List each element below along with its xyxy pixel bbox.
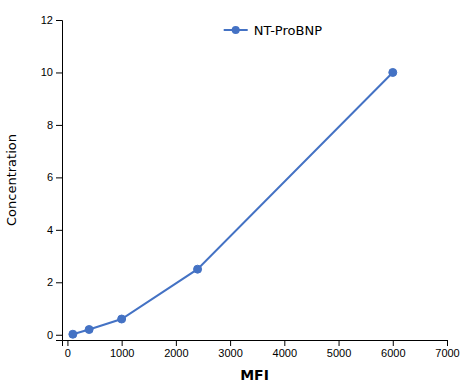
legend-item: NT-ProBNP bbox=[224, 23, 322, 38]
tick-mark bbox=[122, 340, 123, 346]
tick-label: 10 bbox=[41, 66, 53, 78]
point bbox=[118, 315, 126, 323]
marks bbox=[69, 68, 397, 338]
tick: 6000 bbox=[381, 340, 405, 359]
y-axis-line bbox=[56, 21, 63, 341]
tick: 7000 bbox=[435, 340, 459, 359]
tick-label: 12 bbox=[41, 14, 53, 26]
tick: 5000 bbox=[327, 340, 351, 359]
plot: 0 1000 2000 3000 4000 5000 6000 7000 0 2 4 6 8 10 12 NT… bbox=[41, 14, 460, 359]
tick-label: 6000 bbox=[381, 347, 405, 359]
tick-label: 4 bbox=[47, 224, 53, 236]
tick-label: 3000 bbox=[218, 347, 242, 359]
x-axis-title: MFI bbox=[240, 367, 269, 383]
tick-label: 2 bbox=[47, 276, 53, 288]
tick-label: 8 bbox=[47, 119, 53, 131]
tick-mark bbox=[56, 125, 62, 126]
tick-label: 2000 bbox=[164, 347, 188, 359]
tick-mark bbox=[393, 340, 394, 346]
tick: 1000 bbox=[110, 340, 134, 359]
tick-mark bbox=[56, 335, 62, 336]
point bbox=[389, 68, 397, 76]
tick-mark bbox=[176, 340, 177, 346]
legend-label: NT-ProBNP bbox=[254, 23, 322, 38]
tick-mark bbox=[67, 340, 68, 346]
tick-mark bbox=[447, 340, 448, 346]
tick-label: 6 bbox=[47, 171, 53, 183]
tick: 2 bbox=[47, 276, 62, 288]
tick-mark bbox=[56, 20, 62, 21]
point bbox=[69, 330, 77, 338]
point bbox=[85, 326, 93, 334]
tick: 4 bbox=[47, 224, 62, 236]
y-axis: 0 2 4 6 8 10 12 bbox=[41, 14, 63, 341]
point bbox=[194, 265, 202, 273]
chart: 0 1000 2000 3000 4000 5000 6000 7000 0 2 4 6 8 10 12 NT… bbox=[0, 0, 469, 392]
tick: 12 bbox=[41, 14, 62, 26]
tick-mark bbox=[230, 340, 231, 346]
tick-label: 4000 bbox=[273, 347, 297, 359]
tick-mark bbox=[56, 230, 62, 231]
tick-label: 0 bbox=[65, 347, 71, 359]
x-axis-line bbox=[63, 341, 448, 347]
x-axis: 0 1000 2000 3000 4000 5000 6000 7000 bbox=[63, 340, 460, 359]
line bbox=[73, 72, 393, 334]
tick: 2000 bbox=[164, 340, 188, 359]
legend: NT-ProBNP bbox=[224, 23, 322, 38]
y-axis-title: Concentration bbox=[4, 134, 19, 226]
legend-marker bbox=[232, 26, 240, 34]
tick-mark bbox=[56, 282, 62, 283]
tick: 10 bbox=[41, 66, 62, 78]
tick: 0 bbox=[47, 329, 62, 341]
tick-label: 1000 bbox=[110, 347, 134, 359]
tick-mark bbox=[56, 72, 62, 73]
tick-label: 0 bbox=[47, 329, 53, 341]
tick-label: 7000 bbox=[435, 347, 459, 359]
tick: 6 bbox=[47, 171, 62, 183]
tick: 0 bbox=[65, 340, 71, 359]
tick: 4000 bbox=[273, 340, 297, 359]
tick-mark bbox=[56, 177, 62, 178]
tick-mark bbox=[284, 340, 285, 346]
tick: 8 bbox=[47, 119, 62, 131]
tick-mark bbox=[339, 340, 340, 346]
tick: 3000 bbox=[218, 340, 242, 359]
tick-label: 5000 bbox=[327, 347, 351, 359]
